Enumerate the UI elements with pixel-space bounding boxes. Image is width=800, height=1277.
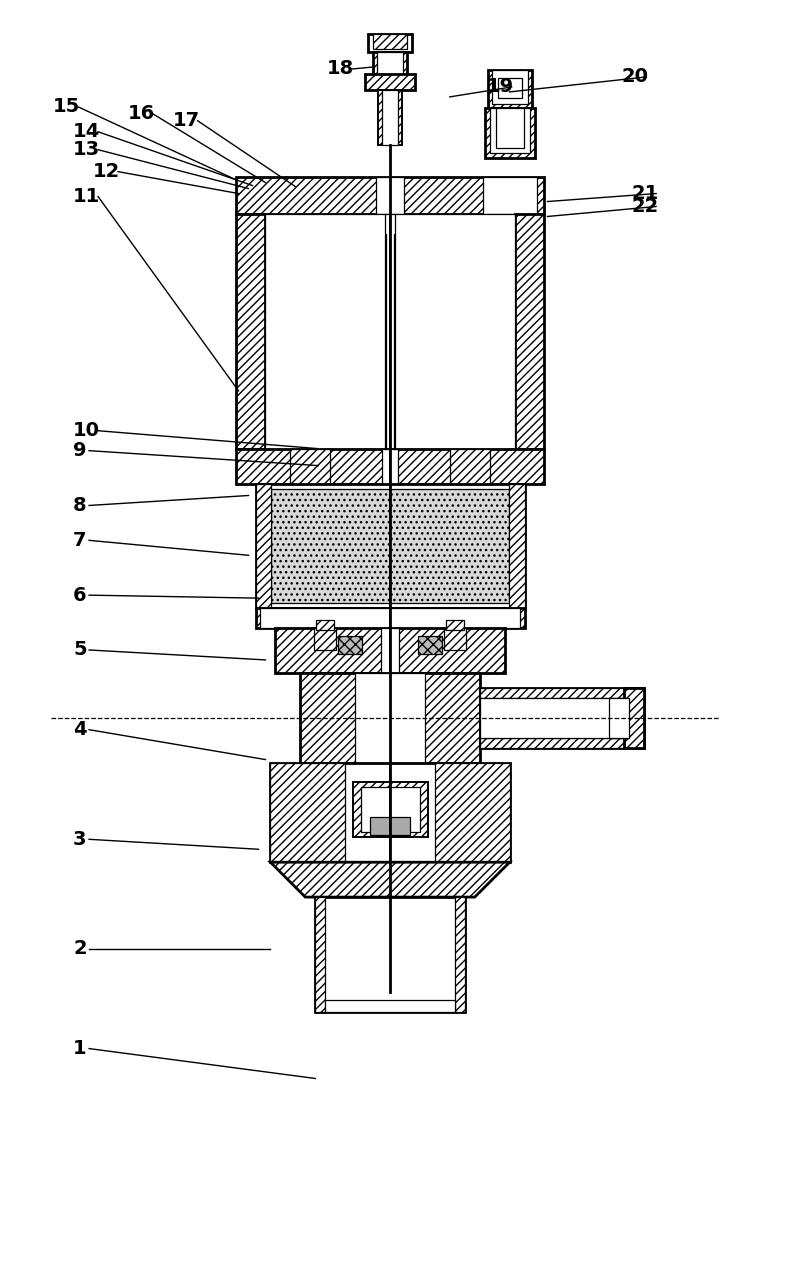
Bar — [275, 628, 505, 673]
Bar — [498, 78, 522, 98]
Text: 19: 19 — [486, 78, 514, 97]
Bar — [370, 817, 410, 835]
Text: 2: 2 — [73, 940, 86, 959]
Bar — [418, 636, 442, 654]
Bar — [492, 70, 527, 103]
Polygon shape — [435, 762, 510, 862]
Bar — [480, 697, 624, 738]
Bar — [271, 489, 509, 603]
Bar — [338, 636, 362, 654]
Bar — [355, 673, 425, 762]
Bar — [235, 176, 545, 215]
Bar — [373, 34, 407, 49]
Bar — [514, 215, 545, 448]
Bar — [376, 176, 404, 215]
Polygon shape — [480, 738, 644, 747]
Bar — [290, 448, 330, 484]
Bar — [353, 783, 428, 838]
Text: 8: 8 — [73, 495, 86, 515]
Bar — [365, 74, 415, 89]
Text: 17: 17 — [173, 111, 200, 130]
Bar — [496, 107, 523, 148]
Bar — [377, 52, 403, 74]
Polygon shape — [315, 898, 326, 1011]
Bar — [378, 89, 402, 144]
Text: 20: 20 — [622, 68, 648, 87]
Bar — [480, 688, 644, 747]
Bar — [450, 448, 490, 484]
Bar — [300, 673, 480, 762]
Bar — [381, 628, 399, 673]
Bar — [266, 215, 514, 448]
Bar — [482, 176, 537, 215]
Text: 10: 10 — [73, 421, 100, 441]
Text: 15: 15 — [54, 97, 81, 116]
Polygon shape — [270, 762, 345, 862]
Text: 4: 4 — [73, 720, 86, 739]
Bar — [610, 697, 630, 738]
Text: 11: 11 — [73, 186, 100, 206]
Polygon shape — [255, 484, 271, 608]
Bar — [235, 448, 545, 484]
Bar — [488, 70, 531, 107]
Text: 22: 22 — [631, 197, 658, 216]
Bar — [261, 608, 519, 628]
Bar — [485, 107, 534, 157]
Bar — [446, 621, 464, 630]
Text: 6: 6 — [73, 586, 86, 604]
Bar — [255, 608, 525, 628]
Bar — [624, 688, 644, 747]
Bar — [326, 1000, 455, 1011]
Bar — [361, 788, 420, 833]
Bar — [490, 107, 530, 153]
Polygon shape — [270, 862, 510, 898]
Text: 7: 7 — [73, 531, 86, 550]
Polygon shape — [455, 898, 465, 1011]
Polygon shape — [480, 688, 644, 697]
Bar — [382, 89, 398, 144]
Bar — [235, 215, 266, 448]
Bar — [444, 628, 466, 650]
Bar — [373, 52, 407, 74]
Text: 3: 3 — [73, 830, 86, 849]
Bar — [316, 621, 334, 630]
Polygon shape — [509, 484, 525, 608]
Text: 12: 12 — [93, 162, 120, 181]
Text: 13: 13 — [73, 140, 100, 160]
Text: 14: 14 — [73, 123, 100, 142]
Text: 16: 16 — [128, 105, 155, 124]
Bar — [382, 448, 398, 484]
Bar — [255, 484, 525, 608]
Bar — [315, 898, 465, 1011]
Text: 5: 5 — [73, 641, 86, 659]
Text: 9: 9 — [73, 441, 86, 460]
Text: 21: 21 — [631, 184, 658, 203]
Bar — [270, 762, 510, 862]
Text: 1: 1 — [73, 1039, 86, 1059]
Bar — [314, 628, 336, 650]
Bar — [368, 34, 412, 52]
Text: 18: 18 — [327, 60, 354, 78]
